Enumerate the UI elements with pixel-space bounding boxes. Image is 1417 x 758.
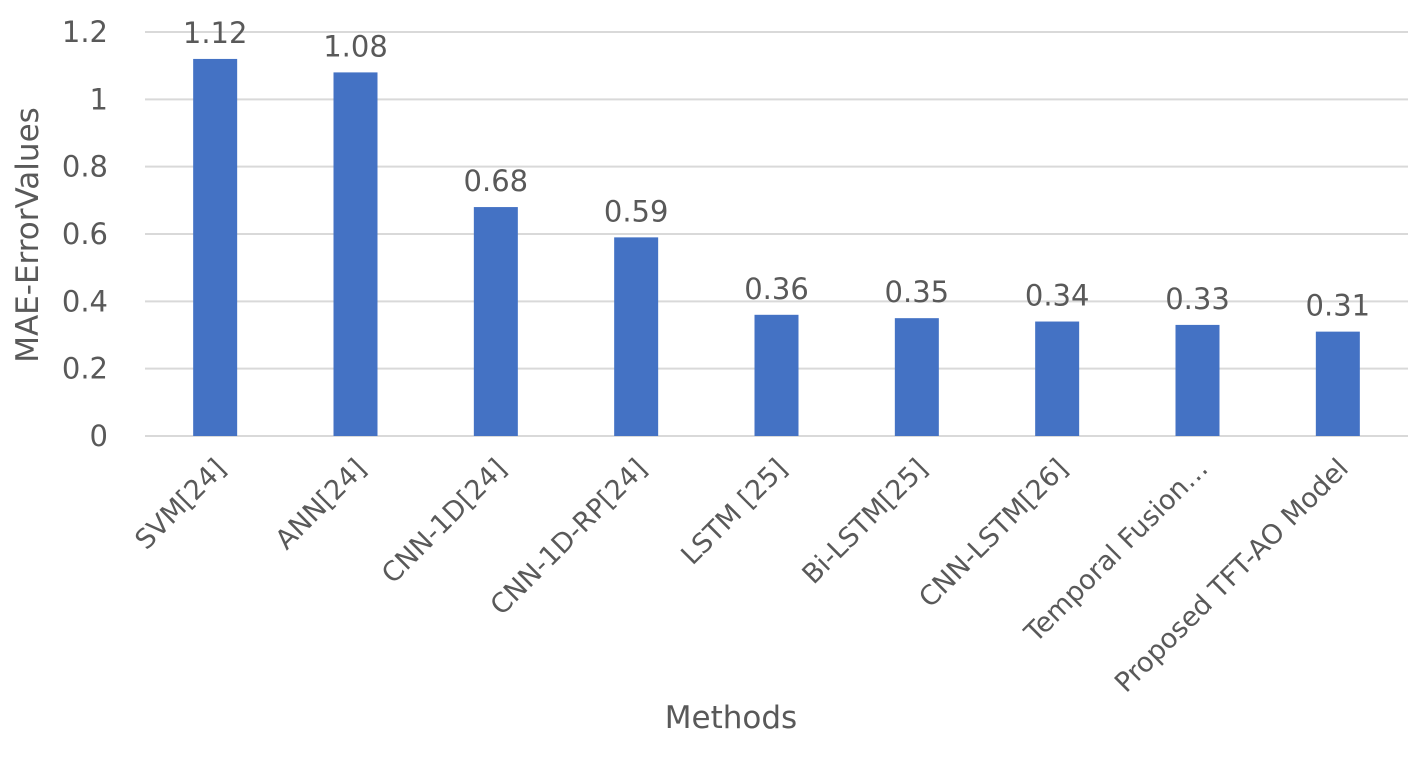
x-tick-label: Bi-LSTM[25]	[796, 453, 933, 590]
y-tick-label: 1.2	[62, 15, 108, 49]
x-axis-category-labels: SVM[24] ANN[24] CNN-1D[24]CNN-1D-RP[24] LST…	[129, 453, 1354, 699]
bar	[1175, 324, 1220, 436]
x-tick-label: Proposed TFT-AO Model	[1109, 453, 1355, 699]
y-axis-ticks: 0 0.2 0.4 0.6 0.8 1 1.2	[62, 15, 108, 453]
data-label: 0.34	[1025, 279, 1090, 313]
bar	[193, 58, 238, 436]
bar	[754, 314, 799, 436]
bar	[614, 237, 659, 436]
x-axis-title: Methods	[665, 700, 797, 736]
bar	[1315, 331, 1360, 436]
x-tick-label: LSTM [25]	[675, 453, 793, 571]
x-tick-label: CNN-1D-RP[24]	[485, 453, 653, 621]
data-label: 0.31	[1306, 289, 1371, 323]
y-tick-label: 0.8	[62, 150, 108, 184]
y-tick-label: 0.4	[62, 284, 108, 318]
bar	[894, 318, 939, 436]
y-tick-label: 0.2	[62, 352, 108, 386]
x-tick-label: CNN-LSTM[26]	[913, 453, 1074, 614]
data-label: 1.12	[183, 16, 248, 50]
data-label: 0.59	[604, 194, 669, 228]
y-tick-label: 0	[90, 419, 108, 453]
bar	[1035, 321, 1080, 436]
x-tick-label: ANN[24]	[270, 453, 373, 556]
y-tick-label: 1	[90, 82, 108, 116]
data-labels: 1.12 1.08 0.68 0.59 0.36 0.35 0.34 0.33 0.31	[183, 16, 1370, 323]
x-tick-label: SVM[24]	[129, 453, 232, 556]
data-label: 0.36	[744, 272, 809, 306]
x-tick-label: CNN-1D[24]	[376, 453, 513, 590]
data-label: 0.33	[1165, 282, 1230, 316]
y-axis-title: MAE-ErrorValues	[10, 107, 46, 363]
bars	[193, 58, 1360, 437]
y-tick-label: 0.6	[62, 217, 108, 251]
bar	[473, 207, 518, 436]
data-label: 1.08	[323, 29, 388, 63]
data-label: 0.35	[885, 275, 950, 309]
bar	[333, 72, 378, 437]
data-label: 0.68	[464, 164, 529, 198]
